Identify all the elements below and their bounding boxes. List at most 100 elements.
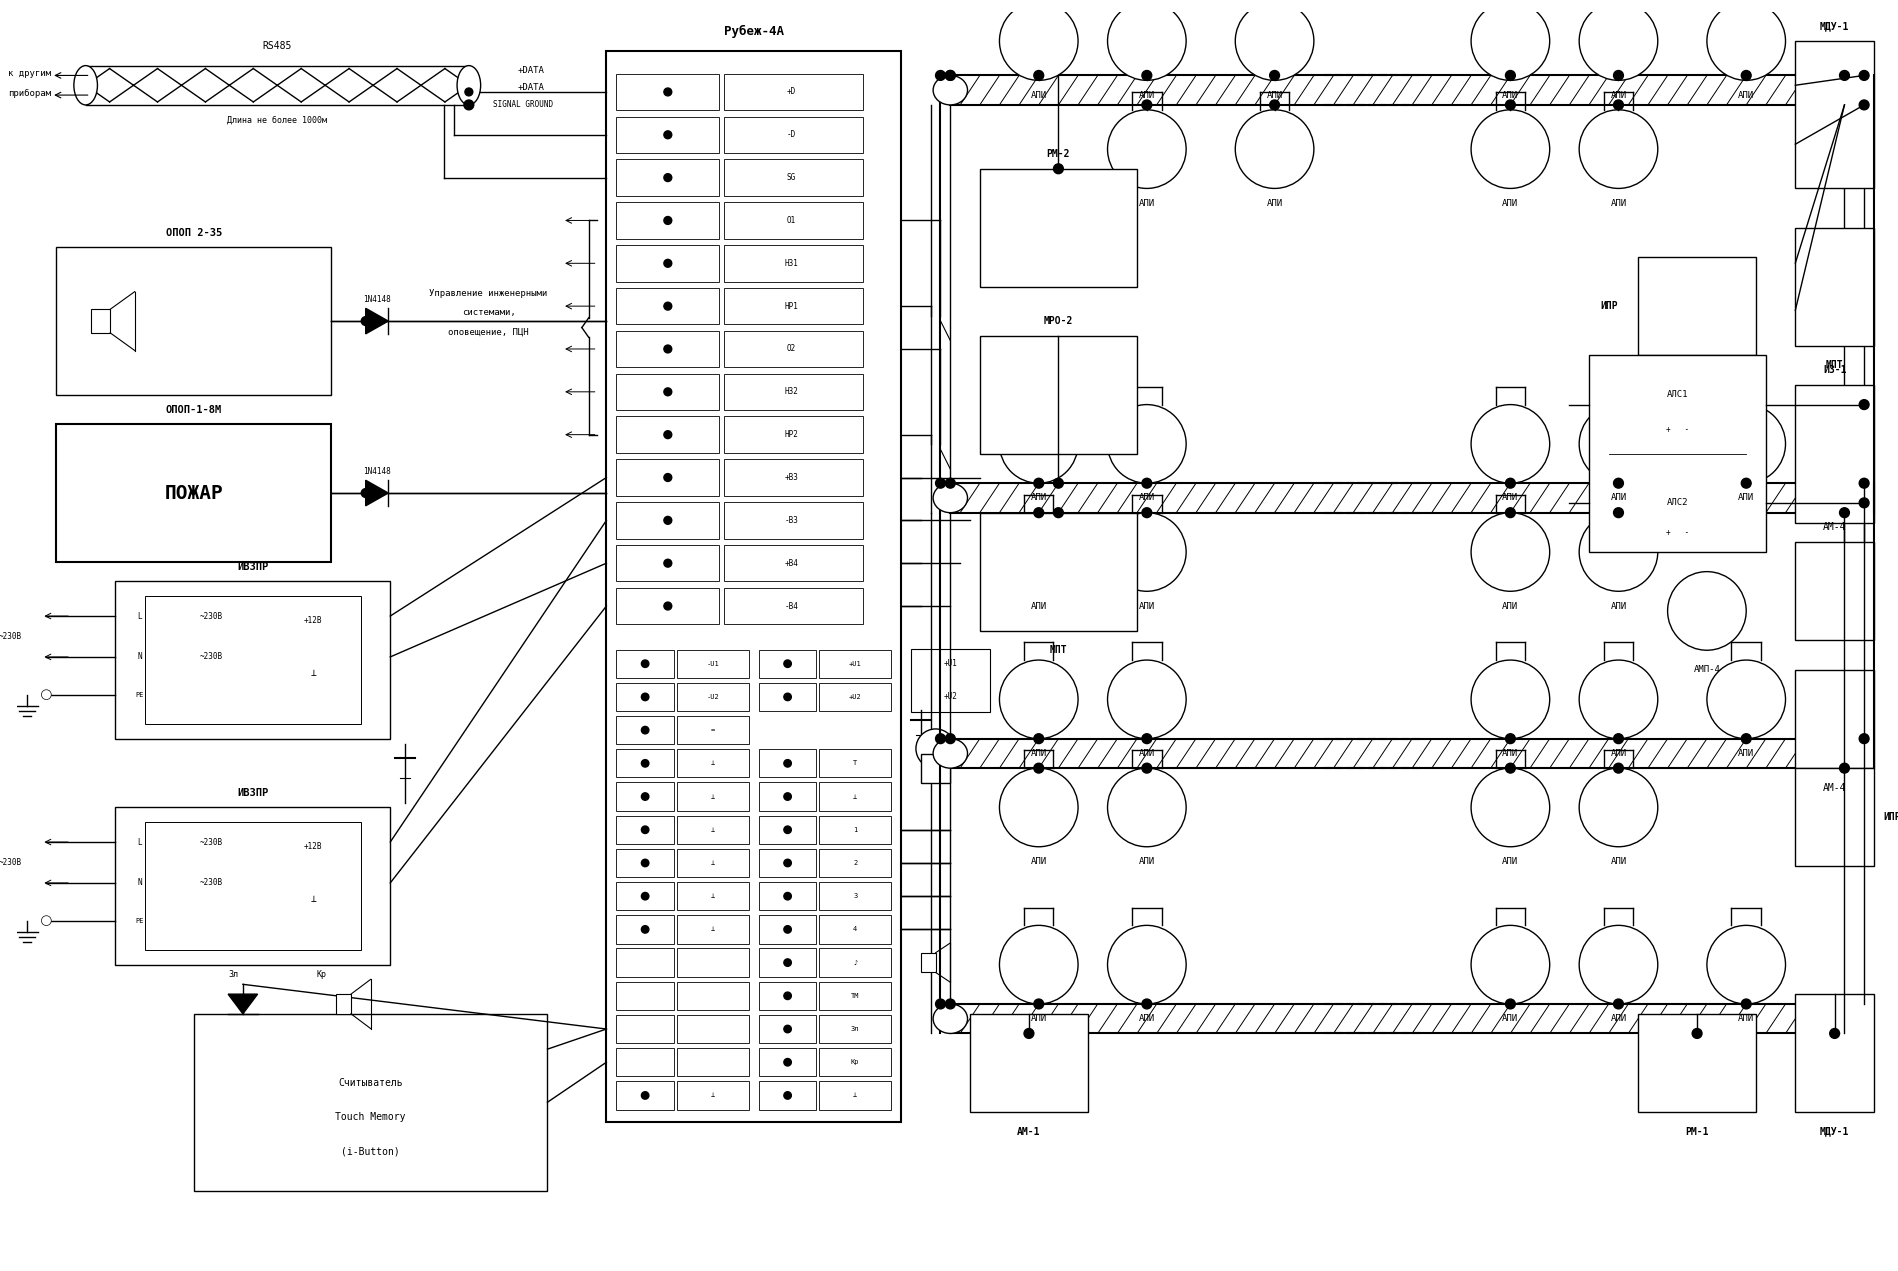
Circle shape	[1505, 100, 1515, 109]
Circle shape	[998, 512, 1078, 591]
Text: 3: 3	[852, 894, 856, 899]
Bar	[57, 425, 330, 562]
Text: оповещение, ПЦН: оповещение, ПЦН	[448, 328, 528, 337]
Circle shape	[1505, 999, 1515, 1009]
Circle shape	[1579, 512, 1657, 591]
Text: Н32: Н32	[784, 388, 797, 397]
Text: +12В: +12В	[304, 616, 323, 625]
Circle shape	[1613, 733, 1623, 744]
Circle shape	[1141, 508, 1152, 517]
Text: Кр: Кр	[850, 1059, 860, 1065]
Text: к другим: к другим	[8, 69, 51, 78]
Bar	[723, 545, 862, 581]
Bar	[911, 649, 989, 712]
Circle shape	[784, 693, 791, 700]
Bar	[820, 915, 890, 943]
Text: АМ-4: АМ-4	[1822, 522, 1845, 533]
Text: ~230В: ~230В	[199, 838, 222, 846]
Text: ПОЖАР: ПОЖАР	[165, 483, 222, 502]
Text: PE: PE	[135, 918, 144, 924]
Bar	[676, 981, 748, 1010]
Circle shape	[784, 1026, 791, 1033]
Bar	[1638, 257, 1756, 356]
Text: АПИ: АПИ	[1610, 1014, 1627, 1023]
Circle shape	[642, 660, 649, 667]
Text: АПИ: АПИ	[1139, 601, 1154, 610]
Bar	[820, 882, 890, 910]
Text: ~230В: ~230В	[199, 611, 222, 620]
Bar	[617, 587, 719, 624]
Text: АПИ: АПИ	[1610, 749, 1627, 758]
Ellipse shape	[932, 75, 966, 105]
Text: НР1: НР1	[784, 301, 797, 310]
Bar	[617, 1016, 674, 1043]
Circle shape	[936, 999, 945, 1009]
Bar	[617, 245, 719, 281]
Text: +   -: + -	[1665, 425, 1687, 433]
Bar	[820, 1049, 890, 1077]
Circle shape	[1053, 508, 1063, 517]
Text: ~230В: ~230В	[0, 632, 21, 641]
Text: АПИ: АПИ	[1737, 90, 1754, 99]
Circle shape	[784, 793, 791, 801]
Text: ОПОП 2-35: ОПОП 2-35	[165, 228, 222, 238]
Circle shape	[998, 768, 1078, 846]
Bar	[759, 981, 816, 1010]
Text: Длина не более 1000м: Длина не более 1000м	[228, 116, 326, 125]
Bar	[723, 159, 862, 196]
Bar	[979, 336, 1137, 454]
Text: N: N	[137, 652, 142, 661]
Bar	[820, 1016, 890, 1043]
Circle shape	[784, 660, 791, 667]
Text: 1N4148: 1N4148	[363, 295, 391, 304]
Text: системами,: системами,	[461, 309, 514, 318]
Text: +U1: +U1	[943, 660, 957, 669]
Bar	[759, 1082, 816, 1110]
Circle shape	[42, 690, 51, 699]
Circle shape	[784, 760, 791, 768]
Circle shape	[936, 478, 945, 488]
Bar	[676, 1082, 748, 1110]
Circle shape	[664, 602, 672, 610]
Circle shape	[1858, 100, 1868, 109]
Text: +В3: +В3	[784, 473, 797, 482]
Text: (i-Button): (i-Button)	[342, 1146, 400, 1157]
Text: АПИ: АПИ	[1031, 749, 1046, 758]
Circle shape	[1613, 70, 1623, 80]
Text: ИПР: ИПР	[1600, 301, 1617, 311]
Bar	[949, 738, 1864, 768]
Circle shape	[1141, 733, 1152, 744]
Circle shape	[1023, 1028, 1033, 1038]
Text: ⊥: ⊥	[852, 1093, 856, 1098]
Text: +В4: +В4	[784, 559, 797, 568]
Circle shape	[1740, 733, 1750, 744]
Text: АПИ: АПИ	[1737, 493, 1754, 502]
Circle shape	[1270, 100, 1279, 109]
Bar	[723, 417, 862, 452]
Bar	[1589, 356, 1765, 552]
Circle shape	[1471, 109, 1549, 188]
Circle shape	[465, 88, 473, 95]
Text: Управление инженерными: Управление инженерными	[429, 289, 547, 297]
Bar	[759, 649, 816, 677]
Ellipse shape	[932, 1004, 966, 1033]
Bar	[759, 816, 816, 844]
Circle shape	[1706, 660, 1784, 738]
Bar	[970, 1014, 1088, 1112]
Text: АПИ: АПИ	[1031, 601, 1046, 610]
Bar	[723, 289, 862, 324]
Text: ⊥: ⊥	[710, 860, 714, 866]
Circle shape	[1579, 109, 1657, 188]
Circle shape	[664, 302, 672, 310]
Text: T: T	[852, 760, 856, 766]
Circle shape	[1107, 404, 1186, 483]
Text: АПИ: АПИ	[1501, 198, 1518, 207]
Circle shape	[784, 993, 791, 999]
Circle shape	[642, 826, 649, 834]
Text: Кр: Кр	[317, 970, 326, 979]
Text: 1: 1	[852, 826, 856, 833]
Text: O2: O2	[786, 344, 795, 353]
Circle shape	[463, 100, 473, 109]
Circle shape	[1839, 763, 1849, 773]
Bar	[617, 915, 674, 943]
